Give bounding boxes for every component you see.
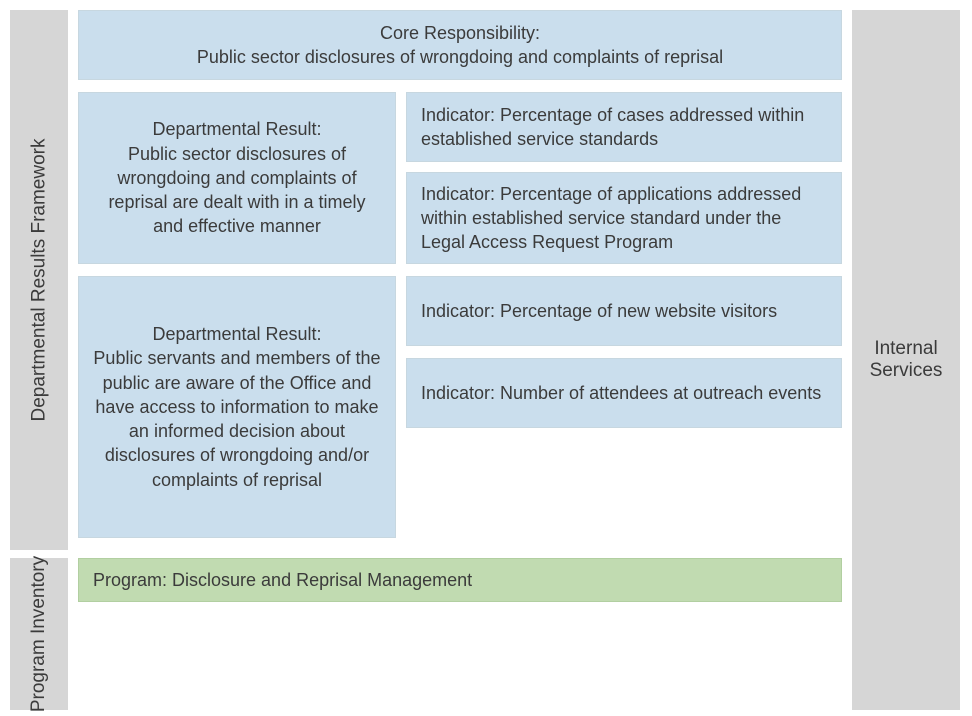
result-2-text: Public servants and members of the publi… xyxy=(93,346,381,492)
result-1-indicator-2-text: Indicator: Percentage of applications ad… xyxy=(421,182,827,255)
right-label-text: Internal Services xyxy=(852,338,960,382)
result-1-indicator-1: Indicator: Percentage of cases addressed… xyxy=(406,92,842,162)
result-2-indicator-2: Indicator: Number of attendees at outrea… xyxy=(406,358,842,428)
result-1-indicator-2: Indicator: Percentage of applications ad… xyxy=(406,172,842,264)
program-text: Program: Disclosure and Reprisal Managem… xyxy=(93,568,472,592)
result-2-box: Departmental Result: Public servants and… xyxy=(78,276,396,538)
left-label-drf: Departmental Results Framework xyxy=(10,10,68,550)
left-label-drf-text: Departmental Results Framework xyxy=(28,139,50,422)
left-label-pi: Program Inventory xyxy=(10,558,68,710)
right-label-internal-services: Internal Services xyxy=(852,10,960,710)
core-responsibility-box: Core Responsibility: Public sector discl… xyxy=(78,10,842,80)
core-title: Core Responsibility: xyxy=(380,21,540,45)
result-1-indicator-1-text: Indicator: Percentage of cases addressed… xyxy=(421,103,827,152)
result-2-indicator-1: Indicator: Percentage of new website vis… xyxy=(406,276,842,346)
result-1-text: Public sector disclosures of wrongdoing … xyxy=(93,142,381,239)
result-2-indicator-2-text: Indicator: Number of attendees at outrea… xyxy=(421,381,821,405)
result-2-title: Departmental Result: xyxy=(152,322,321,346)
result-1-title: Departmental Result: xyxy=(152,117,321,141)
result-1-box: Departmental Result: Public sector discl… xyxy=(78,92,396,264)
program-box: Program: Disclosure and Reprisal Managem… xyxy=(78,558,842,602)
core-text: Public sector disclosures of wrongdoing … xyxy=(197,45,723,69)
left-label-pi-text: Program Inventory xyxy=(28,556,50,712)
result-2-indicator-1-text: Indicator: Percentage of new website vis… xyxy=(421,299,777,323)
